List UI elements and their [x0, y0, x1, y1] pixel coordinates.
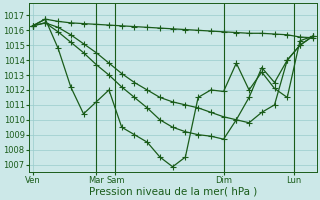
X-axis label: Pression niveau de la mer( hPa ): Pression niveau de la mer( hPa ) — [89, 187, 257, 197]
